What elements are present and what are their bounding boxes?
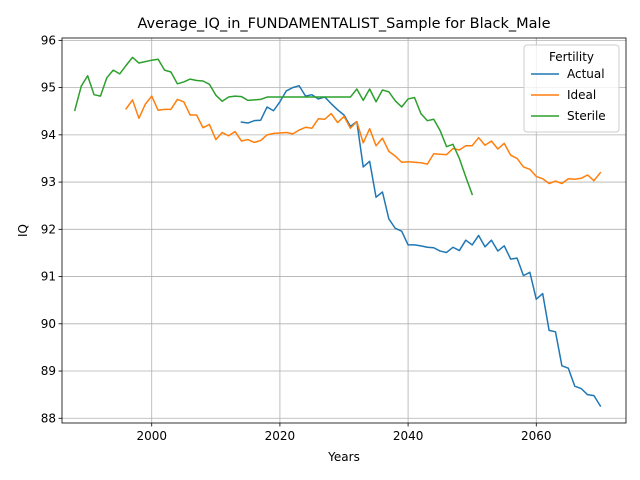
series-lines: [73, 56, 602, 408]
x-tick-label: 2000: [136, 429, 167, 443]
y-tick-label: 93: [41, 175, 56, 189]
series-line-ideal: [125, 95, 602, 185]
legend: Fertility Actual Ideal Sterile: [523, 44, 620, 133]
x-tick-label: 2020: [265, 429, 296, 443]
y-axis-title: IQ: [16, 224, 30, 237]
y-tick-label: 96: [41, 33, 56, 47]
plot-frame: [61, 37, 627, 424]
series-line-sterile: [73, 56, 474, 196]
legend-label-sterile: Sterile: [567, 109, 606, 123]
y-tick-label: 91: [41, 270, 56, 284]
axis-ticks: 2000 2020 2040 2060 88 89 90 91 92 93 94 95 96: [41, 33, 552, 443]
legend-title: Fertility: [549, 50, 594, 64]
legend-label-ideal: Ideal: [567, 88, 596, 102]
legend-box: [523, 44, 620, 133]
x-axis-title: Years: [327, 450, 360, 464]
y-tick-label: 92: [41, 222, 56, 236]
chart-title: Average_IQ_in_FUNDAMENTALIST_Sample for …: [137, 16, 550, 32]
legend-label-actual: Actual: [567, 67, 605, 81]
y-tick-label: 94: [41, 128, 56, 142]
y-tick-label: 88: [41, 411, 56, 425]
grid: [62, 38, 626, 423]
y-tick-label: 95: [41, 81, 56, 95]
y-tick-label: 90: [41, 317, 56, 331]
series-line-actual: [240, 84, 602, 408]
legend-entries: Actual Ideal Sterile: [531, 67, 606, 123]
x-tick-label: 2040: [393, 429, 424, 443]
x-tick-label: 2060: [521, 429, 552, 443]
y-tick-label: 89: [41, 364, 56, 378]
